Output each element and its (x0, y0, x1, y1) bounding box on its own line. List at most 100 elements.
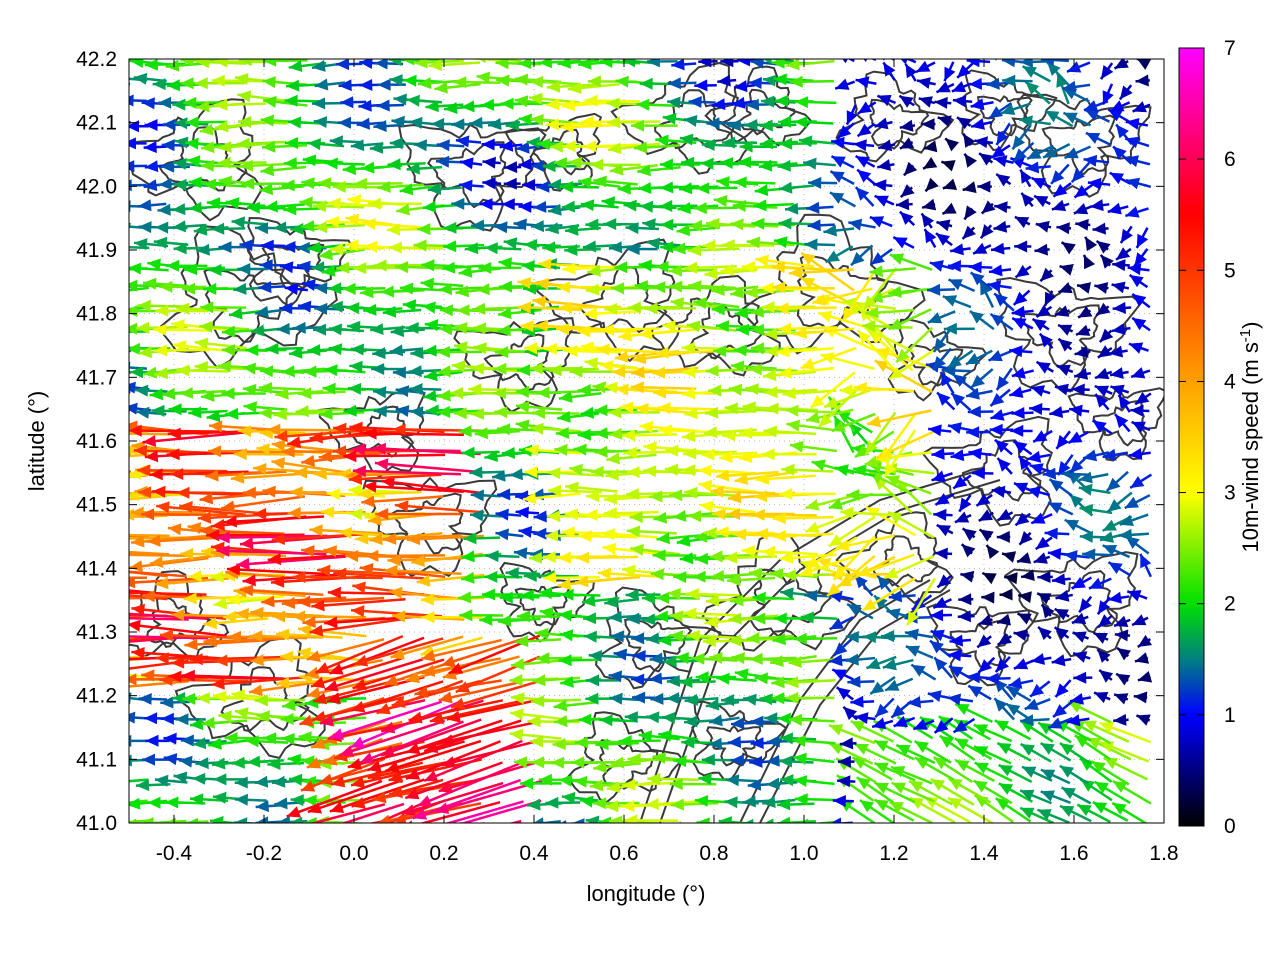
wind-vector (571, 756, 618, 769)
wind-vector-head (254, 775, 269, 788)
wind-vector-head (927, 690, 942, 702)
wind-vector-head (405, 768, 421, 780)
wind-vector-head (599, 714, 613, 727)
wind-vector-head (829, 724, 844, 736)
wind-vector-shaft (328, 636, 425, 675)
wind-vector (998, 763, 1033, 783)
wind-vector-head (679, 676, 693, 688)
wind-vector-head (129, 576, 136, 589)
wind-vector-head (131, 647, 145, 659)
wind-vector-head (86, 283, 100, 295)
wind-vector-shaft (450, 680, 540, 709)
wind-vector (80, 794, 128, 806)
wind-vector-head (746, 632, 760, 645)
wind-vector-head (1053, 704, 1067, 717)
wind-vector-shaft (459, 799, 542, 823)
wind-vector-head (523, 570, 537, 582)
wind-vector (310, 657, 403, 689)
wind-vector-head (766, 735, 780, 748)
wind-vector-head (749, 755, 763, 768)
wind-vector-head (1072, 631, 1087, 643)
wind-vector (129, 635, 209, 640)
wind-vector-head (854, 574, 868, 589)
wind-vector (1053, 626, 1070, 640)
wind-vector-head (833, 642, 848, 656)
wind-vector-head (779, 755, 793, 768)
wind-vector (421, 611, 483, 624)
wind-vector (574, 575, 641, 588)
wind-vector-head (698, 773, 712, 785)
wind-vector-head (275, 628, 290, 641)
wind-vector-shaft (306, 638, 385, 661)
wind-vector (281, 733, 325, 745)
wind-vector (1036, 592, 1052, 605)
wind-vector-head (911, 664, 926, 677)
wind-vector-head (1080, 758, 1094, 771)
wind-vector-head (352, 581, 366, 594)
wind-vector (421, 638, 502, 662)
wind-vector (520, 777, 562, 790)
wind-vector-head (1070, 693, 1084, 705)
terrain-contour (129, 98, 264, 222)
wind-vector (142, 753, 170, 766)
wind-vector-head (705, 594, 720, 607)
wind-vector (1113, 693, 1129, 705)
wind-vector-head (352, 678, 367, 691)
wind-vector-head (165, 817, 177, 823)
wind-vector (1137, 634, 1152, 648)
wind-vectors (75, 59, 1153, 823)
wind-vector-head (94, 198, 108, 210)
wind-vector (996, 741, 1032, 762)
wind-vector-head (159, 629, 174, 642)
wind-vector-head (312, 710, 327, 723)
wind-vector (839, 737, 857, 750)
wind-vector-shaft (309, 803, 386, 823)
wind-vector-head (129, 532, 130, 545)
wind-vector-head (306, 687, 321, 699)
wind-vector (947, 693, 974, 706)
wind-vector-head (305, 666, 320, 679)
wind-vector-head (292, 610, 306, 623)
wind-vector (764, 818, 798, 823)
wind-vector-head (933, 596, 948, 608)
wind-vector-head (306, 757, 322, 769)
wind-vector (632, 650, 660, 662)
wind-vector-head (255, 800, 269, 813)
wind-vector-head (441, 655, 456, 667)
wind-vector (1093, 631, 1109, 644)
wind-vector-head (870, 681, 885, 694)
wind-vector (871, 717, 894, 730)
wind-vector (515, 635, 562, 648)
wind-vector (788, 713, 835, 726)
wind-vector (996, 632, 1013, 646)
wind-vector-head (75, 650, 88, 662)
wind-vector (1059, 742, 1092, 765)
wind-vector-head (218, 710, 232, 723)
wind-vector-head (955, 760, 970, 772)
wind-vector-head (107, 285, 121, 297)
wind-vector-head (597, 816, 612, 823)
wind-vector-head (424, 741, 439, 753)
wind-vector-head (85, 650, 98, 662)
wind-vector-head (311, 676, 326, 689)
wind-vector-head (1059, 743, 1075, 756)
wind-vector-head (578, 713, 592, 726)
wind-vector-head (1136, 714, 1151, 726)
wind-vector-head (388, 771, 403, 784)
wind-vector (184, 638, 268, 651)
wind-vector-head (381, 721, 396, 734)
wind-vector (785, 692, 835, 704)
wind-vector-head (89, 582, 103, 594)
wind-vector-head (190, 793, 204, 806)
wind-vector-head (247, 755, 261, 768)
wind-vector-head (350, 736, 365, 748)
terrain-contour-inner (146, 595, 211, 649)
wind-vector-shaft (203, 637, 285, 643)
wind-vector (800, 611, 838, 624)
wind-vector-head (748, 567, 763, 580)
wind-vector-head (793, 632, 807, 645)
wind-vector (421, 657, 501, 677)
wind-vector (958, 593, 974, 606)
wind-vector (828, 742, 874, 765)
wind-vector (725, 774, 757, 787)
